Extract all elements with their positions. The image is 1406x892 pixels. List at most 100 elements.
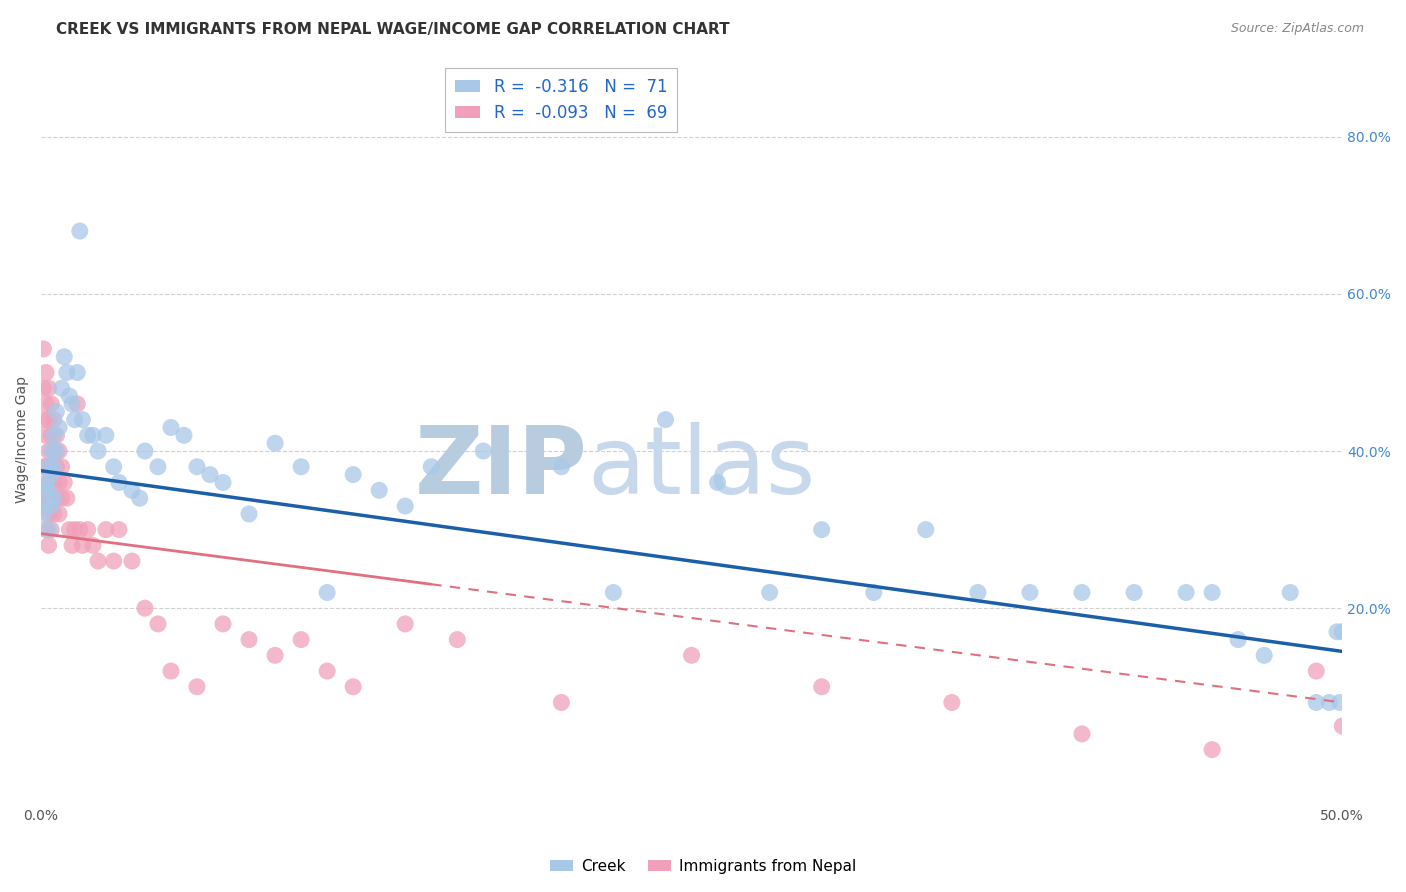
Point <box>39 499 62 513</box>
Point <box>290 459 312 474</box>
Point <box>32 483 55 498</box>
Point <box>1227 632 1250 647</box>
Point <box>966 585 988 599</box>
Point <box>58 523 80 537</box>
Point <box>342 680 364 694</box>
Point <box>134 601 156 615</box>
Point <box>1123 585 1146 599</box>
Point <box>35 499 58 513</box>
Point <box>87 444 110 458</box>
Point <box>94 523 117 537</box>
Point <box>38 475 60 490</box>
Point <box>108 523 131 537</box>
Point <box>32 342 55 356</box>
Point <box>212 475 235 490</box>
Point <box>1253 648 1275 663</box>
Point <box>198 467 221 482</box>
Legend: R =  -0.316   N =  71, R =  -0.093   N =  69: R = -0.316 N = 71, R = -0.093 N = 69 <box>446 68 678 132</box>
Text: ZIP: ZIP <box>415 423 588 515</box>
Point <box>63 523 86 537</box>
Point <box>94 428 117 442</box>
Point <box>1019 585 1042 599</box>
Point <box>82 538 104 552</box>
Point <box>72 412 94 426</box>
Point <box>1175 585 1198 599</box>
Point <box>51 459 73 474</box>
Point <box>42 444 65 458</box>
Point <box>316 664 339 678</box>
Text: atlas: atlas <box>588 423 815 515</box>
Point <box>103 459 125 474</box>
Point <box>1201 585 1223 599</box>
Point <box>42 507 65 521</box>
Point <box>76 428 98 442</box>
Point <box>53 350 76 364</box>
Point <box>1326 624 1348 639</box>
Point <box>45 428 67 442</box>
Point <box>472 444 495 458</box>
Point <box>238 632 260 647</box>
Point <box>121 483 143 498</box>
Point <box>810 680 832 694</box>
Text: Source: ZipAtlas.com: Source: ZipAtlas.com <box>1230 22 1364 36</box>
Point <box>82 428 104 442</box>
Point <box>35 366 58 380</box>
Point <box>42 491 65 506</box>
Point <box>681 648 703 663</box>
Point <box>394 616 416 631</box>
Point <box>1305 696 1327 710</box>
Point <box>51 491 73 506</box>
Point <box>60 538 83 552</box>
Point <box>32 507 55 521</box>
Point <box>1305 664 1327 678</box>
Point <box>42 459 65 474</box>
Point <box>63 412 86 426</box>
Point <box>38 483 60 498</box>
Point <box>35 491 58 506</box>
Point <box>38 523 60 537</box>
Point <box>42 412 65 426</box>
Point <box>38 444 60 458</box>
Point <box>56 366 79 380</box>
Point <box>39 444 62 458</box>
Point <box>1071 585 1094 599</box>
Point <box>290 632 312 647</box>
Point <box>420 459 443 474</box>
Point <box>76 523 98 537</box>
Point <box>48 444 70 458</box>
Point <box>58 389 80 403</box>
Point <box>1201 742 1223 756</box>
Point <box>45 459 67 474</box>
Point <box>160 664 183 678</box>
Point <box>72 538 94 552</box>
Point <box>1329 696 1351 710</box>
Point <box>602 585 624 599</box>
Point <box>42 428 65 442</box>
Point <box>654 412 676 426</box>
Point <box>39 397 62 411</box>
Point <box>69 224 91 238</box>
Point <box>238 507 260 521</box>
Point <box>48 475 70 490</box>
Point <box>941 696 963 710</box>
Point <box>264 436 287 450</box>
Point <box>1331 719 1354 733</box>
Point <box>56 491 79 506</box>
Point <box>66 397 89 411</box>
Point <box>45 444 67 458</box>
Point <box>394 499 416 513</box>
Point <box>173 428 195 442</box>
Point <box>32 412 55 426</box>
Point <box>35 428 58 442</box>
Point <box>146 616 169 631</box>
Point <box>186 459 208 474</box>
Point <box>1331 624 1354 639</box>
Point <box>368 483 391 498</box>
Point <box>706 475 728 490</box>
Point <box>862 585 884 599</box>
Point <box>108 475 131 490</box>
Point <box>316 585 339 599</box>
Point <box>39 491 62 506</box>
Point <box>810 523 832 537</box>
Point <box>39 523 62 537</box>
